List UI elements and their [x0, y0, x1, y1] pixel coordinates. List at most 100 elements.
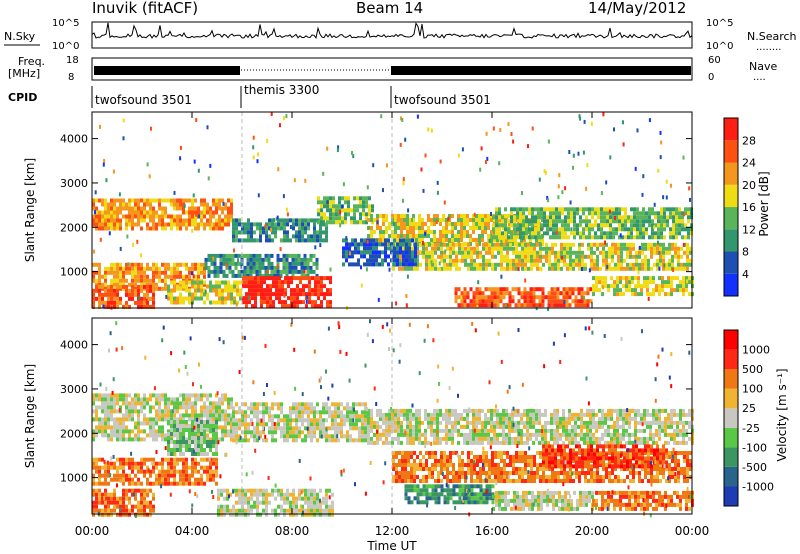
heatmap-cell	[134, 270, 137, 275]
heatmap-cell	[397, 214, 400, 218]
nsearch-label: N.Search	[747, 30, 797, 43]
heatmap-cell	[630, 215, 633, 220]
heatmap-cell	[523, 291, 527, 296]
heatmap-cell	[502, 440, 505, 445]
heatmap-cell	[427, 230, 430, 234]
heatmap-cell	[325, 410, 328, 415]
heatmap-cell	[335, 212, 338, 217]
colorbar-swatch	[724, 251, 738, 274]
heatmap-cell	[514, 424, 517, 429]
heatmap-cell	[431, 246, 434, 251]
heatmap-cell	[408, 262, 411, 267]
heatmap-cell	[543, 211, 546, 216]
heatmap-cell	[655, 432, 658, 437]
heatmap-cell	[634, 428, 637, 433]
y-tick-label: 2000	[60, 221, 88, 234]
heatmap-cell	[216, 253, 220, 258]
heatmap-cell	[418, 436, 421, 441]
heatmap-cell	[152, 421, 155, 426]
heatmap-cell	[645, 227, 648, 232]
heatmap-cell	[673, 420, 676, 425]
heatmap-cell	[337, 422, 340, 427]
heatmap-cell	[419, 249, 422, 254]
heatmap-cell	[239, 296, 242, 301]
heatmap-cell	[113, 397, 116, 402]
heatmap-cell	[385, 230, 388, 234]
heatmap-cell	[628, 436, 631, 441]
heatmap-cell	[191, 262, 194, 267]
heatmap-cell	[571, 299, 575, 304]
heatmap-cell	[599, 242, 602, 247]
heatmap-cell	[155, 286, 158, 291]
heatmap-cell	[601, 276, 604, 281]
heatmap-cell	[475, 412, 478, 417]
heatmap-cell	[444, 249, 447, 254]
heatmap-cell	[582, 211, 585, 216]
heatmap-cell	[569, 262, 572, 267]
heatmap-cell	[527, 250, 530, 255]
freq-tick-top: 18	[66, 55, 79, 66]
heatmap-cell	[554, 242, 557, 247]
heatmap-cell	[668, 242, 671, 247]
heatmap-cell	[197, 397, 200, 402]
heatmap-cell	[637, 284, 640, 289]
heatmap-cell	[238, 438, 241, 443]
heatmap-cell	[92, 198, 95, 203]
heatmap-cell	[314, 304, 317, 309]
heatmap-cell	[265, 238, 268, 243]
heatmap-cell	[221, 433, 224, 438]
heatmap-cell	[521, 191, 523, 195]
heatmap-cell	[490, 416, 493, 421]
heatmap-cell	[222, 201, 225, 206]
heatmap-cell	[237, 273, 241, 278]
heatmap-cell	[461, 250, 464, 255]
heatmap-cell	[326, 196, 329, 201]
heatmap-cell	[99, 237, 102, 242]
heatmap-cell	[623, 258, 626, 263]
heatmap-cell	[221, 397, 224, 402]
heatmap-cell	[119, 296, 122, 301]
heatmap-cell	[140, 198, 143, 203]
heatmap-cell	[606, 264, 609, 269]
heatmap-cell	[98, 214, 101, 219]
heatmap-cell	[158, 274, 161, 279]
heatmap-cell	[278, 280, 281, 285]
heatmap-cell	[667, 420, 670, 425]
heatmap-cell	[669, 215, 672, 220]
heatmap-cell	[682, 436, 685, 441]
heatmap-cell	[418, 428, 421, 433]
heatmap-cell	[185, 226, 188, 231]
heatmap-cell	[95, 405, 98, 410]
heatmap-cell	[454, 412, 457, 417]
heatmap-cell	[535, 428, 538, 433]
heatmap-cell	[128, 292, 131, 297]
heatmap-cell	[617, 242, 620, 247]
heatmap-cell	[484, 222, 487, 226]
heatmap-cell	[547, 303, 551, 308]
heatmap-cell	[511, 295, 515, 300]
heatmap-cell	[394, 408, 397, 413]
heatmap-cell	[346, 406, 349, 411]
heatmap-cell	[243, 253, 247, 258]
heatmap-cell	[319, 418, 322, 423]
heatmap-cell	[191, 266, 194, 271]
heatmap-cell	[467, 266, 470, 271]
heatmap-cell	[376, 408, 379, 413]
heatmap-cell	[508, 420, 511, 425]
heatmap-cell	[140, 304, 143, 309]
heatmap-cell	[316, 234, 319, 239]
heatmap-cell	[357, 258, 360, 263]
heatmap-cell	[116, 226, 119, 231]
heatmap-cell	[514, 420, 517, 425]
heatmap-cell	[235, 426, 238, 431]
heatmap-cell	[408, 238, 411, 243]
heatmap-cell	[143, 405, 146, 410]
heatmap-cell	[562, 428, 565, 433]
heatmap-cell	[388, 440, 391, 445]
heatmap-cell	[271, 434, 274, 439]
heatmap-cell	[601, 292, 604, 297]
heatmap-cell	[503, 246, 506, 251]
heatmap-cell	[246, 273, 250, 278]
heatmap-cell	[616, 436, 619, 441]
heatmap-cell	[206, 393, 209, 398]
